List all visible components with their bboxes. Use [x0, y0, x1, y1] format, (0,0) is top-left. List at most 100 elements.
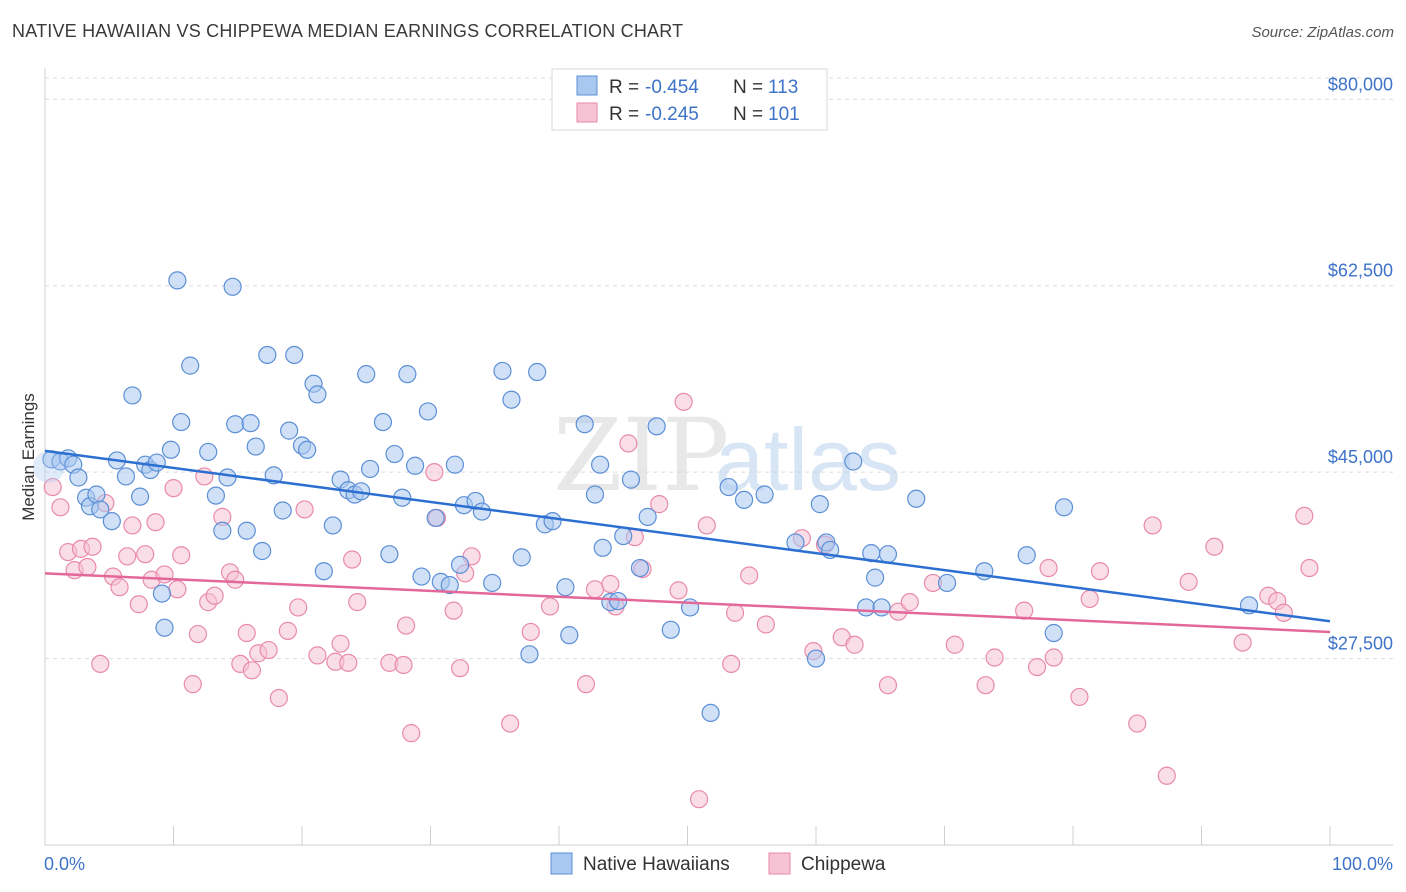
chippewa-point-51 [450, 659, 470, 678]
x-tick-label-max: 100.0% [1332, 854, 1393, 874]
chippewa-point-90 [1080, 589, 1099, 609]
native-hawaiian-point-39 [298, 440, 317, 459]
native-hawaiian-point-95 [810, 495, 829, 514]
chippewa-point-30 [237, 623, 256, 643]
chippewa-point-101 [1295, 506, 1314, 525]
chippewa-point-67 [689, 790, 709, 809]
native-hawaiian-point-52 [385, 444, 404, 464]
native-hawaiian-point-51 [380, 545, 399, 564]
chippewa-point-20 [172, 546, 191, 565]
native-hawaiian-point-65 [472, 502, 491, 521]
native-hawaiian-point-61 [445, 455, 465, 474]
native-hawaiian-point-85 [638, 507, 657, 526]
chippewa-point-83 [976, 676, 995, 695]
native-hawaiian-point-28 [226, 415, 245, 434]
chippewa-point-31 [242, 661, 261, 680]
native-hawaiian-point-55 [405, 456, 425, 475]
native-hawaiian-point-103 [878, 545, 898, 564]
native-hawaiian-point-101 [866, 568, 885, 587]
native-hawaiian-point-21 [172, 412, 191, 432]
chippewa-point-10 [110, 578, 129, 597]
chippewa-point-78 [878, 676, 898, 695]
chippewa-point-6 [83, 537, 102, 556]
chippewa-point-102 [1300, 558, 1319, 578]
native-hawaiian-point-60 [440, 575, 459, 595]
legend-series-native-hawaiians: Native Hawaiians [583, 854, 730, 875]
y-tick-label-3: $80,000 [1328, 74, 1393, 94]
native-hawaiian-point-77 [585, 485, 605, 504]
chippewa-point-87 [1039, 558, 1058, 578]
legend-swatch-blue [576, 75, 598, 96]
legend-series-swatch-pink [768, 852, 791, 875]
native-hawaiian-point-37 [285, 345, 304, 365]
legend-r-label-2: R = [609, 104, 639, 125]
chippewa-point-66 [674, 392, 693, 411]
legend-series-chippewa: Chippewa [801, 854, 886, 875]
native-hawaiian-point-36 [280, 421, 299, 440]
chippewa-point-68 [697, 516, 716, 535]
chippewa-point-84 [985, 648, 1004, 667]
native-hawaiian-point-83 [621, 470, 641, 489]
native-hawaiian-point-42 [314, 562, 333, 581]
chippewa-point-86 [1027, 657, 1047, 677]
native-hawaiian-point-78 [591, 455, 610, 474]
y-axis-label: Median Earnings [19, 393, 38, 521]
legend-n-value-1: 113 [768, 77, 798, 98]
native-hawaiian-point-81 [609, 591, 628, 611]
native-hawaiian-point-27 [223, 277, 242, 296]
native-hawaiian-point-12 [123, 386, 142, 405]
native-hawaiian-point-4 [69, 468, 88, 487]
native-hawaiian-point-76 [575, 415, 594, 434]
native-hawaiian-point-11 [116, 467, 136, 486]
chippewa-point-11 [118, 547, 137, 566]
chippewa-point-54 [501, 714, 520, 733]
native-hawaiian-cluster-marker [32, 450, 65, 483]
legend-r-value-1: -0.454 [645, 77, 699, 98]
native-hawaiian-point-104 [907, 489, 926, 508]
y-tick-label-0: $27,500 [1328, 634, 1393, 654]
chippewa-point-96 [1205, 537, 1224, 556]
chippewa-point-18 [164, 479, 183, 498]
native-hawaiian-point-67 [493, 361, 512, 381]
chippewa-point-55 [521, 622, 540, 642]
chippewa-point-22 [188, 624, 208, 644]
chippewa-point-59 [601, 574, 620, 594]
chippewa-point-43 [348, 593, 367, 612]
chippewa-point-42 [343, 550, 362, 569]
legend-r-label-1: R = [609, 77, 639, 98]
legend-box [551, 68, 828, 131]
chippewa-point-25 [205, 586, 224, 605]
chippewa-point-35 [278, 621, 297, 640]
chippewa-point-28 [226, 570, 245, 589]
native-hawaiian-point-73 [543, 512, 562, 531]
native-hawaiian-point-68 [502, 390, 521, 409]
chippewa-point-97 [1233, 633, 1252, 652]
chippewa-point-14 [136, 545, 155, 564]
chippewa-point-47 [402, 724, 421, 743]
native-hawaiian-point-109 [1054, 498, 1074, 517]
chart-title: NATIVE HAWAIIAN VS CHIPPEWA MEDIAN EARNI… [12, 21, 684, 41]
chippewa-point-65 [669, 581, 688, 600]
chippewa-point-88 [1044, 648, 1063, 667]
chippewa-trend-line [44, 572, 1331, 634]
native-hawaiian-point-71 [528, 362, 547, 382]
native-hawaiian-point-16 [147, 453, 166, 472]
native-hawaiian-point-19 [161, 440, 181, 459]
native-hawaiian-point-107 [1017, 546, 1036, 565]
native-hawaiian-point-82 [614, 526, 633, 546]
native-hawaiian-point-17 [152, 584, 172, 603]
native-hawaiian-point-75 [560, 626, 579, 645]
native-hawaiian-point-74 [556, 578, 575, 597]
correlation-legend: R = -0.454 N = 113 R = -0.245 N = 101 [551, 68, 828, 131]
chippewa-point-89 [1070, 687, 1089, 707]
native-hawaiian-point-35 [273, 501, 292, 520]
y-tick-labels: $27,500 $45,000 $62,500 $80,000 [1328, 74, 1393, 653]
native-hawaiian-point-69 [512, 548, 531, 567]
native-hawaiian-point-70 [520, 645, 539, 664]
native-hawaiian-point-29 [237, 521, 256, 540]
native-hawaiian-point-99 [857, 598, 876, 617]
chippewa-point-93 [1143, 516, 1162, 535]
chippewa-point-95 [1179, 572, 1198, 591]
native-hawaiian-point-87 [661, 620, 680, 639]
chippewa-point-72 [756, 615, 775, 634]
